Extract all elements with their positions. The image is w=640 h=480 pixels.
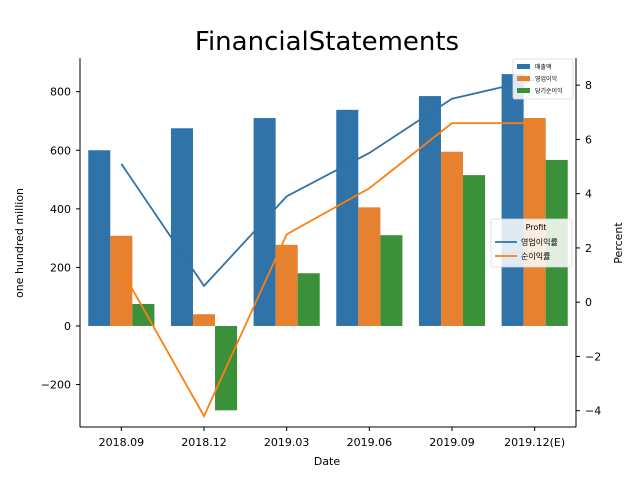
y-tick-label: 600 — [50, 144, 71, 157]
series-line — [120, 122, 535, 419]
bar — [501, 74, 524, 326]
y2-tick-label: 4 — [585, 188, 592, 201]
x-tick-label: 2018.09 — [99, 436, 145, 449]
bar-legend-label: 매출액 — [535, 63, 552, 71]
chart-title: FinancialStatements — [195, 27, 459, 57]
line-legend-label: 순이익률 — [521, 251, 550, 261]
bar — [336, 109, 359, 326]
y2-tick-label: −2 — [585, 350, 601, 363]
x-axis-label: Date — [314, 455, 341, 468]
line-legend-frame — [490, 218, 573, 268]
bar — [88, 150, 111, 326]
x-tick-label: 2019.12(E) — [504, 436, 565, 449]
axes-frame — [79, 58, 577, 428]
y-tick-label: 200 — [50, 261, 71, 274]
y2-tick-label: 2 — [585, 242, 592, 255]
bar-legend-swatch — [517, 64, 530, 69]
x-tick-label: 2019.09 — [429, 436, 475, 449]
bar-legend-label: 당기순이익 — [535, 87, 563, 95]
bar-legend-label: 영업이익 — [535, 75, 557, 83]
bar — [440, 151, 464, 326]
y2-tick-label: 8 — [585, 79, 592, 92]
x-axis-ticks: 2018.09 2018.12 2019.03 2019.06 2019.09 2019.… — [99, 427, 565, 449]
line-group — [120, 78, 535, 419]
bar — [463, 175, 486, 326]
y2-tick-label: 0 — [585, 296, 592, 309]
bar — [358, 207, 381, 326]
y-axis-label: one hundred million — [13, 188, 26, 298]
y-tick-label: 400 — [50, 203, 71, 216]
y2-tick-label: 6 — [585, 133, 592, 146]
x-tick-label: 2019.06 — [347, 436, 393, 449]
bar — [192, 314, 216, 326]
y2-tick-label: −4 — [585, 405, 601, 418]
x-tick-label: 2019.03 — [264, 436, 310, 449]
bar — [132, 304, 155, 326]
y-tick-label: −200 — [41, 379, 71, 392]
line-legend-label: 영업이익률 — [521, 237, 558, 247]
y-axis-ticks: −200 0 200 400 600 800 — [41, 86, 80, 392]
y2-axis-ticks: −4 −2 0 2 4 6 8 — [576, 79, 601, 418]
bar — [297, 273, 320, 326]
bar-group — [88, 74, 568, 411]
bar — [380, 235, 403, 326]
bar — [110, 235, 133, 326]
bar — [253, 118, 276, 326]
y-tick-label: 800 — [50, 86, 71, 99]
bar-legend-swatch — [517, 76, 530, 81]
bar — [275, 244, 298, 326]
bar — [170, 128, 193, 326]
bar-legend-swatch — [517, 88, 530, 93]
y-tick-label: 0 — [64, 320, 71, 333]
y2-axis-label: Percent — [612, 222, 625, 264]
line-legend-title: Profit — [526, 223, 547, 232]
bar — [418, 96, 441, 326]
series-line — [120, 78, 535, 288]
x-tick-label: 2018.12 — [181, 436, 227, 449]
